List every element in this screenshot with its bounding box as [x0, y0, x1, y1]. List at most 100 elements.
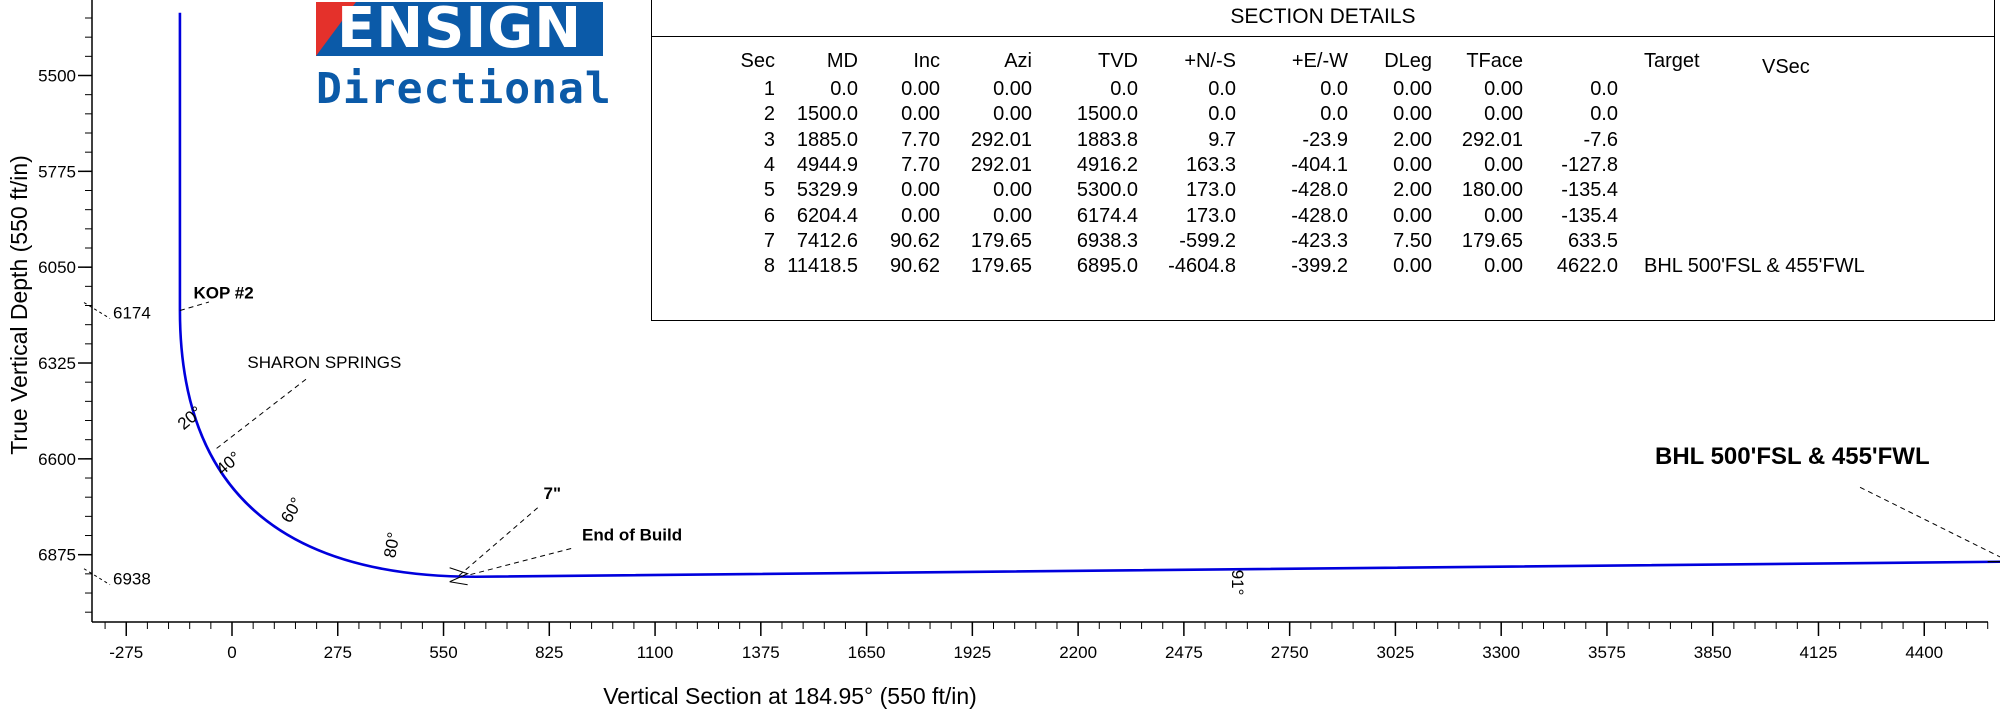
annotation-leader	[1858, 486, 2000, 558]
table-cell: 179.65	[970, 229, 1032, 252]
table-cell: 7	[763, 229, 775, 252]
x-tick-label: 1375	[742, 643, 780, 662]
table-cell: 0.00	[993, 204, 1032, 227]
table-cell: 6	[763, 204, 775, 227]
inclination-label: 80°	[380, 531, 403, 560]
annotation-leader	[179, 301, 210, 312]
table-cell: -404.1	[1291, 153, 1348, 176]
table-cell: -423.3	[1291, 229, 1348, 252]
table-cell: 0.00	[901, 179, 940, 202]
table-cell: 0.00	[1484, 78, 1523, 100]
table-cell: -7.6	[1583, 128, 1618, 151]
y-tick-label: 5500	[38, 67, 76, 86]
depth-mark-label: 6174	[113, 304, 151, 323]
table-cell: 0.00	[1393, 78, 1432, 100]
x-tick-label: 3300	[1482, 643, 1520, 662]
column-header-sec: Sec	[740, 50, 775, 72]
table-cell: 0.00	[901, 204, 940, 227]
table-cell: 180.00	[1461, 179, 1523, 202]
table-cell: 0.0	[830, 78, 858, 100]
table-cell: 292.01	[970, 128, 1032, 151]
x-tick-label: 4400	[1905, 643, 1943, 662]
table-cell: 8	[763, 255, 775, 278]
ensign-logo: ENSIGN	[316, 2, 603, 56]
x-tick-label: 3850	[1694, 643, 1732, 662]
x-tick-label: 0	[227, 643, 236, 662]
axes	[91, 0, 1988, 623]
inclination-label: 40°	[213, 448, 245, 479]
table-cell: 173.0	[1185, 179, 1236, 202]
table-cell: 1885.0	[796, 128, 858, 151]
x-tick-label: 2200	[1059, 643, 1097, 662]
table-cell: 0.00	[1393, 255, 1432, 278]
tick-labels: -275 0 275 550 825 1100 1375 1650 1925 2200 2475 27…	[38, 67, 1943, 663]
column-header-azi: Azi	[1004, 50, 1032, 72]
wellpath-line	[178, 12, 2000, 586]
column-header-dleg: DLeg	[1384, 50, 1432, 72]
table-cell: 0.00	[1393, 204, 1432, 227]
depth-mark-line	[83, 302, 111, 319]
table-cell: 0.0	[1320, 103, 1348, 126]
inclination-label: 60°	[277, 494, 306, 526]
table-cell: -4604.8	[1168, 255, 1236, 278]
inclination-label: 91°	[1228, 570, 1247, 596]
column-header-inc: Inc	[913, 50, 940, 72]
column-header-md: MD	[826, 50, 858, 72]
x-tick-label: 1650	[848, 643, 886, 662]
table-cell: 0.00	[1393, 103, 1432, 126]
table-cell: 11418.5	[787, 255, 858, 278]
y-tick-label: 6875	[38, 546, 76, 565]
column-header-ew: +E/-W	[1291, 50, 1348, 72]
column-header-tface: TFace	[1466, 50, 1523, 72]
table-cell: 0.00	[993, 103, 1032, 126]
y-tick-label: 6600	[38, 450, 76, 469]
table-cell: -399.2	[1291, 255, 1348, 278]
table-cell: 4622.0	[1556, 255, 1618, 278]
table-cell: 1500.0	[1076, 103, 1138, 126]
annotation-leader	[458, 507, 539, 576]
inclination-label: 20°	[174, 403, 206, 434]
table-cell: 3	[763, 128, 775, 151]
y-tick-label: 6050	[38, 258, 76, 277]
table-cell-target: BHL 500'FSL & 455'FWL	[1644, 255, 1865, 278]
table-cell: 1500.0	[796, 103, 858, 126]
table-cell: 1883.8	[1076, 128, 1138, 151]
table-cell: -23.9	[1302, 128, 1348, 151]
annotation-leader	[216, 376, 310, 449]
annotation-label: End of Build	[582, 526, 682, 545]
x-tick-label: 825	[535, 643, 563, 662]
table-cell: -127.8	[1561, 153, 1618, 176]
table-cell: 0.00	[901, 103, 940, 126]
wellpath-trajectory	[178, 12, 2000, 579]
table-cell: 4916.2	[1076, 153, 1138, 176]
table-cell: -428.0	[1291, 204, 1348, 227]
annotation-label: 7"	[544, 484, 562, 503]
table-cell: 292.01	[1461, 128, 1523, 151]
table-cell: 0.0	[1208, 78, 1236, 100]
table-cell: 6204.4	[796, 204, 858, 227]
table-cell: 179.65	[1461, 229, 1523, 252]
table-cell: -428.0	[1291, 179, 1348, 202]
table-cell: 0.00	[993, 78, 1032, 100]
table-cell: 0.0	[1590, 103, 1618, 126]
x-tick-label: 3575	[1588, 643, 1626, 662]
table-cell: 2	[763, 103, 775, 126]
column-header-target: Target	[1644, 50, 1700, 72]
table-cell: 1	[763, 78, 775, 100]
table-cell: 4	[763, 153, 775, 176]
table-cell: 0.00	[1484, 204, 1523, 227]
x-tick-label: 2475	[1165, 643, 1203, 662]
y-tick-label: 6325	[38, 354, 76, 373]
table-cell: 6174.4	[1076, 204, 1138, 227]
table-cell: -135.4	[1561, 204, 1618, 227]
table-cell: 0.00	[1484, 255, 1523, 278]
table-cell: 5	[763, 179, 775, 202]
table-cell: 7.70	[901, 128, 940, 151]
table-cell: 90.62	[889, 255, 940, 278]
table-cell: 0.00	[993, 179, 1032, 202]
section-details-title: SECTION DETAILS	[652, 0, 1994, 37]
casing-7in-marker	[449, 567, 470, 586]
table-cell: 2.00	[1393, 179, 1432, 202]
table-cell: 90.62	[889, 229, 940, 252]
x-tick-label: 1100	[637, 643, 674, 662]
